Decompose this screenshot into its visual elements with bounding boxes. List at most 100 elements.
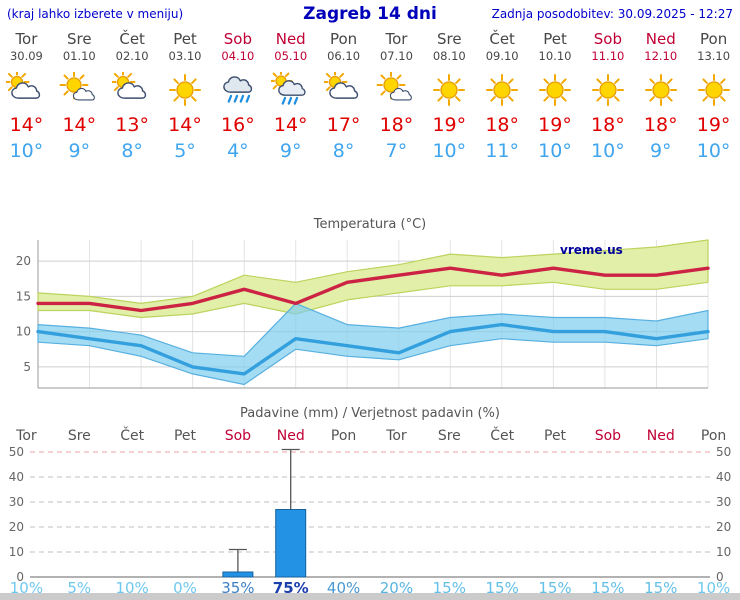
forecast-day-column: Čet 02.10 13° 8°	[106, 30, 159, 171]
max-temperature: 18°	[485, 114, 519, 137]
min-temperature: 10°	[591, 140, 625, 163]
forecast-day-column: Ned 12.10 18° 9°	[634, 30, 687, 171]
precip-probability: 40%	[326, 579, 361, 597]
max-temperature: 18°	[379, 114, 414, 137]
max-temperature: 19°	[538, 114, 572, 137]
day-name: Pet	[173, 30, 197, 48]
day-name: Ned	[275, 30, 306, 48]
svg-text:vreme.us: vreme.us	[560, 243, 623, 257]
forecast-day-column: Čet 09.10 18° 11°	[476, 30, 529, 171]
precip-probability: 15%	[432, 579, 466, 597]
precip-day-label: Čet	[120, 428, 145, 444]
forecast-day-column: Sob 11.10 18° 10°	[581, 30, 634, 171]
day-name: Sob	[593, 30, 622, 48]
max-temperature: 14°	[62, 114, 97, 137]
min-temperature: 5°	[174, 140, 196, 163]
svg-text:50: 50	[9, 445, 24, 459]
day-name: Pon	[700, 30, 728, 48]
precip-probability: 10%	[696, 579, 731, 597]
min-temperature: 10°	[9, 140, 44, 163]
precipitation-probability-row: 10% 5% 10% 0% 35% 75% 40% 20% 15% 15% 15% 15% 15% 10%	[0, 579, 740, 597]
day-name: Čet	[119, 30, 145, 48]
min-temperature: 10°	[432, 140, 467, 163]
min-temperature: 9°	[649, 140, 672, 163]
max-temperature: 18°	[591, 114, 625, 137]
svg-text:10: 10	[716, 545, 731, 559]
max-temperature: 14°	[9, 114, 44, 137]
precip-probability: 20%	[379, 579, 414, 597]
forecast-day-column: Pet 03.10 14° 5°	[159, 30, 212, 171]
svg-text:20: 20	[716, 520, 731, 534]
day-name: Tor	[385, 30, 408, 48]
weather-icon-sun-behind-cloud	[0, 71, 53, 109]
precip-day-label: Pon	[330, 428, 357, 444]
page-title: Zagreb 14 dni	[303, 4, 437, 24]
location-menu-note: (kraj lahko izberete v meniju)	[7, 7, 184, 21]
weather-icon-sun-behind-cloud	[106, 71, 159, 109]
weather-icon-sun-behind-cloud	[317, 71, 370, 109]
precip-day-label: Čet	[490, 428, 515, 444]
min-temperature: 4°	[227, 140, 249, 163]
day-name: Sob	[223, 30, 252, 48]
day-date: 09.10	[485, 49, 519, 64]
day-date: 01.10	[62, 49, 96, 64]
svg-text:10: 10	[16, 325, 31, 339]
precip-day-label: Pon	[700, 428, 727, 444]
min-temperature: 10°	[538, 140, 572, 163]
forecast-strip: Tor 30.09 14° 10° Sre 01.10 14° 9° Čet 02.10 13° 8°…	[0, 30, 740, 171]
precip-probability: 10%	[115, 579, 149, 597]
max-temperature: 18°	[643, 114, 678, 137]
max-temperature: 13°	[115, 114, 149, 137]
day-date: 13.10	[697, 49, 731, 64]
weather-icon-rain	[211, 71, 264, 109]
precip-day-label: Sre	[67, 428, 91, 444]
horizontal-scrollbar[interactable]	[0, 593, 740, 600]
precip-probability: 15%	[538, 579, 572, 597]
day-name: Pet	[543, 30, 567, 48]
precip-probability: 5%	[67, 579, 92, 597]
temperature-chart-title: Temperatura (°C)	[313, 217, 427, 232]
min-temperature: 7°	[385, 140, 408, 163]
precip-day-label: Tor	[386, 428, 407, 444]
weather-icon-sunny	[159, 71, 212, 109]
day-date: 03.10	[168, 49, 202, 64]
min-temperature: 10°	[696, 140, 731, 163]
svg-text:40: 40	[716, 470, 731, 484]
min-temperature: 11°	[485, 140, 519, 163]
precip-day-label: Sob	[224, 428, 252, 444]
last-updated: Zadnja posodobitev: 30.09.2025 - 12:27	[491, 7, 733, 21]
max-temperature: 14°	[273, 114, 308, 137]
forecast-day-column: Sre 08.10 19° 10°	[423, 30, 476, 171]
svg-text:0: 0	[16, 570, 24, 584]
forecast-day-column: Sob 04.10 16° 4°	[211, 30, 264, 171]
svg-text:20: 20	[16, 254, 31, 268]
weather-icon-sunny	[687, 71, 740, 109]
max-temperature: 19°	[432, 114, 467, 137]
forecast-day-column: Pon 06.10 17° 8°	[317, 30, 370, 171]
precip-probability: 0%	[173, 579, 197, 597]
svg-text:30: 30	[716, 495, 731, 509]
svg-text:50: 50	[716, 445, 731, 459]
precipitation-chart: 0 0 10 10 20 20 30 30 40 40 50 50	[9, 445, 732, 584]
svg-text:5: 5	[23, 360, 31, 374]
weather-icon-partly-cloudy	[53, 71, 106, 109]
day-name: Ned	[645, 30, 676, 48]
day-name: Pon	[329, 30, 358, 48]
day-date: 02.10	[115, 49, 149, 64]
min-temperature: 9°	[68, 140, 91, 163]
precip-probability: 15%	[644, 579, 678, 597]
precip-day-label: Ned	[646, 428, 675, 444]
day-date: 12.10	[644, 49, 678, 64]
weather-icon-sunny	[634, 71, 687, 109]
precip-day-label: Pet	[173, 428, 197, 444]
day-date: 06.10	[327, 49, 361, 64]
forecast-day-column: Ned 05.10 14° 9°	[264, 30, 317, 171]
day-date: 08.10	[432, 49, 466, 64]
precip-probability: 35%	[221, 579, 255, 597]
weather-icon-partly-cloudy	[370, 71, 423, 109]
svg-text:20: 20	[9, 520, 24, 534]
min-temperature: 9°	[279, 140, 302, 163]
weather-icon-sunny	[476, 71, 529, 109]
max-temperature: 14°	[168, 114, 202, 137]
